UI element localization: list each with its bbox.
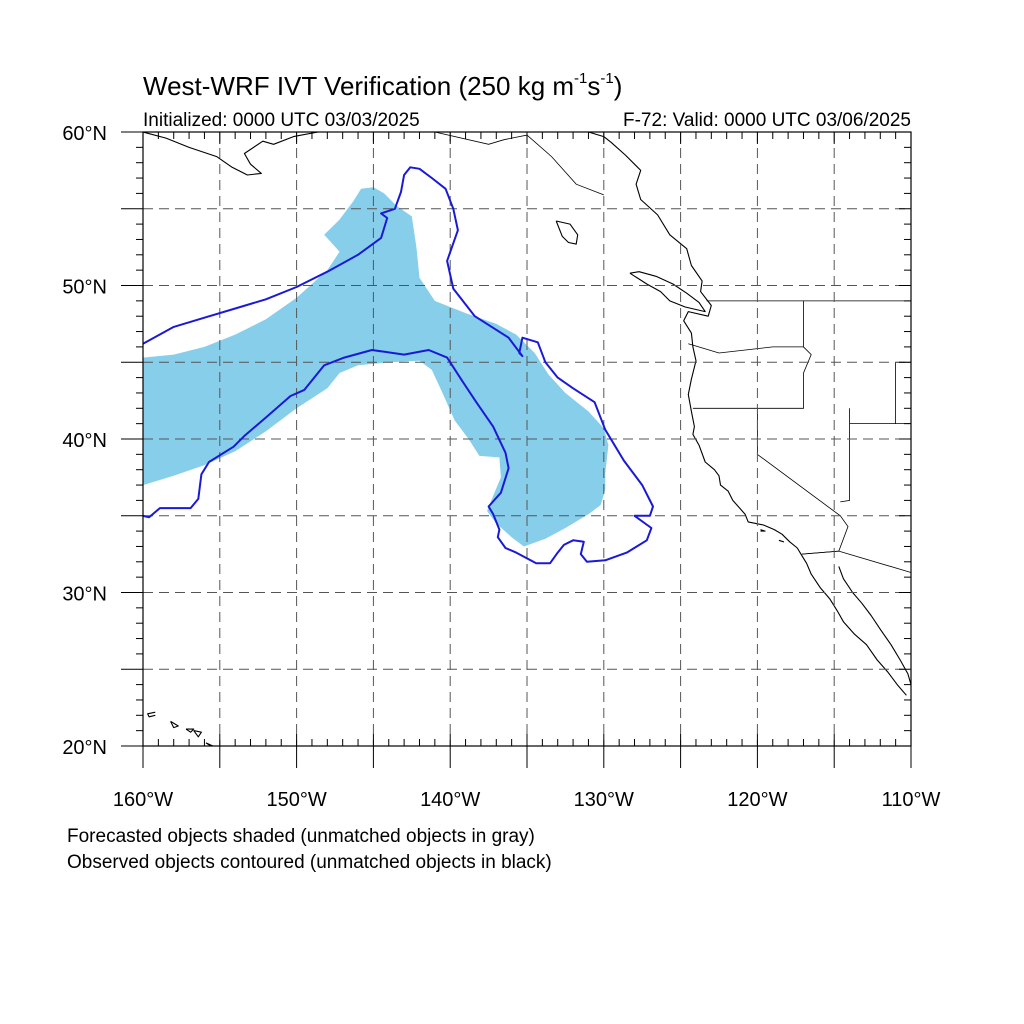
- observed-legend-note: Observed objects contoured (unmatched ob…: [67, 852, 552, 873]
- coastline-layer: [143, 132, 911, 746]
- title-superscript-2: -1: [600, 70, 614, 87]
- coastline-7: [185, 728, 195, 733]
- axis-labels-layer: 160°W 150°W 140°W 130°W 120°W 110°W 20°N 30°N 40…: [62, 123, 940, 811]
- y-tick-label: 20°N: [62, 737, 107, 759]
- x-tick-label: 160°W: [113, 789, 173, 811]
- border-4: [688, 343, 804, 354]
- coastline-1: [629, 271, 706, 313]
- coastline-3: [838, 566, 911, 685]
- forecast-objects-layer: [143, 187, 609, 547]
- title-superscript-1: -1: [574, 70, 588, 87]
- valid-time: F-72: Valid: 0000 UTC 03/06/2025: [623, 110, 911, 131]
- y-tick-label: 60°N: [62, 123, 107, 145]
- axis-ticks-layer: [121, 131, 912, 768]
- initialized-time: Initialized: 0000 UTC 03/03/2025: [143, 110, 420, 131]
- map-title: West-WRF IVT Verification (250 kg m-1s-1…: [143, 70, 622, 102]
- observed-objects-layer: [143, 166, 654, 565]
- border-5: [840, 408, 850, 503]
- border-0: [434, 132, 604, 196]
- title-main: West-WRF IVT Verification (250 kg m: [143, 71, 575, 101]
- coastline-6: [170, 720, 179, 729]
- forecast-ivt-object: [143, 187, 609, 547]
- title-close: ): [613, 71, 623, 101]
- coastline-4: [143, 132, 319, 176]
- title-mid: s: [587, 71, 601, 101]
- y-tick-label: 30°N: [62, 584, 107, 606]
- y-tick-label: 40°N: [62, 430, 107, 452]
- y-tick-label: 50°N: [62, 277, 107, 299]
- observed-ivt-object-0: [143, 166, 654, 565]
- coastline-11: [778, 539, 785, 543]
- border-2: [692, 300, 812, 409]
- graticule-layer: [143, 132, 911, 746]
- coastline-9: [205, 742, 215, 746]
- coastline-0: [588, 132, 907, 696]
- coastline-5: [147, 711, 156, 718]
- x-tick-label: 120°W: [727, 789, 787, 811]
- x-tick-label: 130°W: [574, 789, 634, 811]
- coastline-8: [193, 730, 202, 738]
- x-tick-label: 140°W: [420, 789, 480, 811]
- x-tick-label: 110°W: [882, 789, 941, 811]
- x-tick-label: 150°W: [266, 789, 326, 811]
- coastline-10: [760, 529, 766, 532]
- forecast-legend-note: Forecasted objects shaded (unmatched obj…: [67, 826, 535, 847]
- political-borders-layer: [434, 132, 911, 573]
- border-8: [801, 550, 911, 573]
- coastline-2: [555, 220, 579, 245]
